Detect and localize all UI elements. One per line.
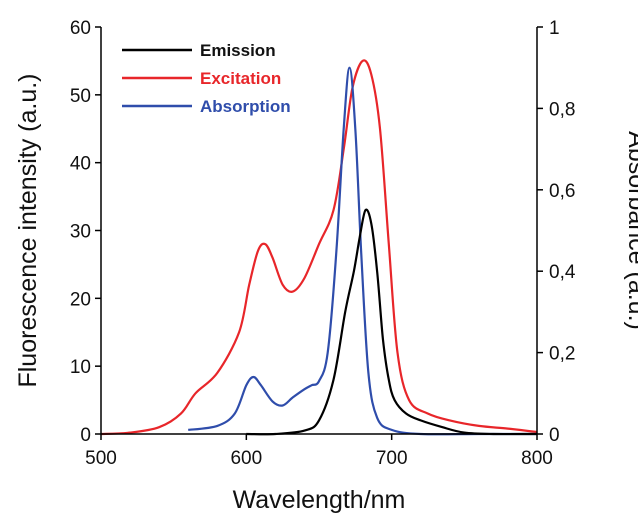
x-tick-label: 700 bbox=[376, 448, 408, 469]
x-axis-title: Wavelength/nm bbox=[233, 486, 406, 514]
y-left-tick-label: 30 bbox=[70, 222, 91, 243]
y-right-tick-label: 0,2 bbox=[549, 344, 575, 365]
y-left-tick-label: 10 bbox=[70, 357, 91, 378]
y-left-tick-label: 60 bbox=[70, 18, 91, 39]
y-right-tick-label: 0,6 bbox=[549, 181, 575, 202]
x-tick-label: 800 bbox=[521, 448, 553, 469]
y-right-tick-label: 1 bbox=[549, 18, 560, 39]
legend-label-absorption: Absorption bbox=[200, 97, 291, 116]
y-left-tick-label: 0 bbox=[80, 425, 91, 446]
series-line-excitation bbox=[100, 59, 538, 436]
legend-label-excitation: Excitation bbox=[200, 69, 281, 88]
series-lines bbox=[100, 59, 538, 436]
y-right-axis-title: Absorbance (a.u.) bbox=[623, 131, 638, 330]
y-left-tick-label: 20 bbox=[70, 289, 91, 310]
y-left-tick-label: 40 bbox=[70, 154, 91, 175]
legend-label-emission: Emission bbox=[200, 41, 276, 60]
series-line-absorption bbox=[188, 66, 537, 436]
legend: Emission Excitation Absorption bbox=[122, 41, 291, 116]
y-right-tick-label: 0,4 bbox=[549, 262, 576, 283]
y-left-tick-label: 50 bbox=[70, 86, 91, 107]
y-left-axis-title: Fluorescence intensity (a.u.) bbox=[14, 73, 42, 387]
y-right-tick-label: 0,8 bbox=[549, 99, 575, 120]
x-tick-label: 500 bbox=[85, 448, 117, 469]
series-line-emission bbox=[246, 208, 538, 436]
x-tick-label: 600 bbox=[230, 448, 262, 469]
axes bbox=[100, 27, 538, 435]
y-right-tick-label: 0 bbox=[549, 425, 560, 446]
